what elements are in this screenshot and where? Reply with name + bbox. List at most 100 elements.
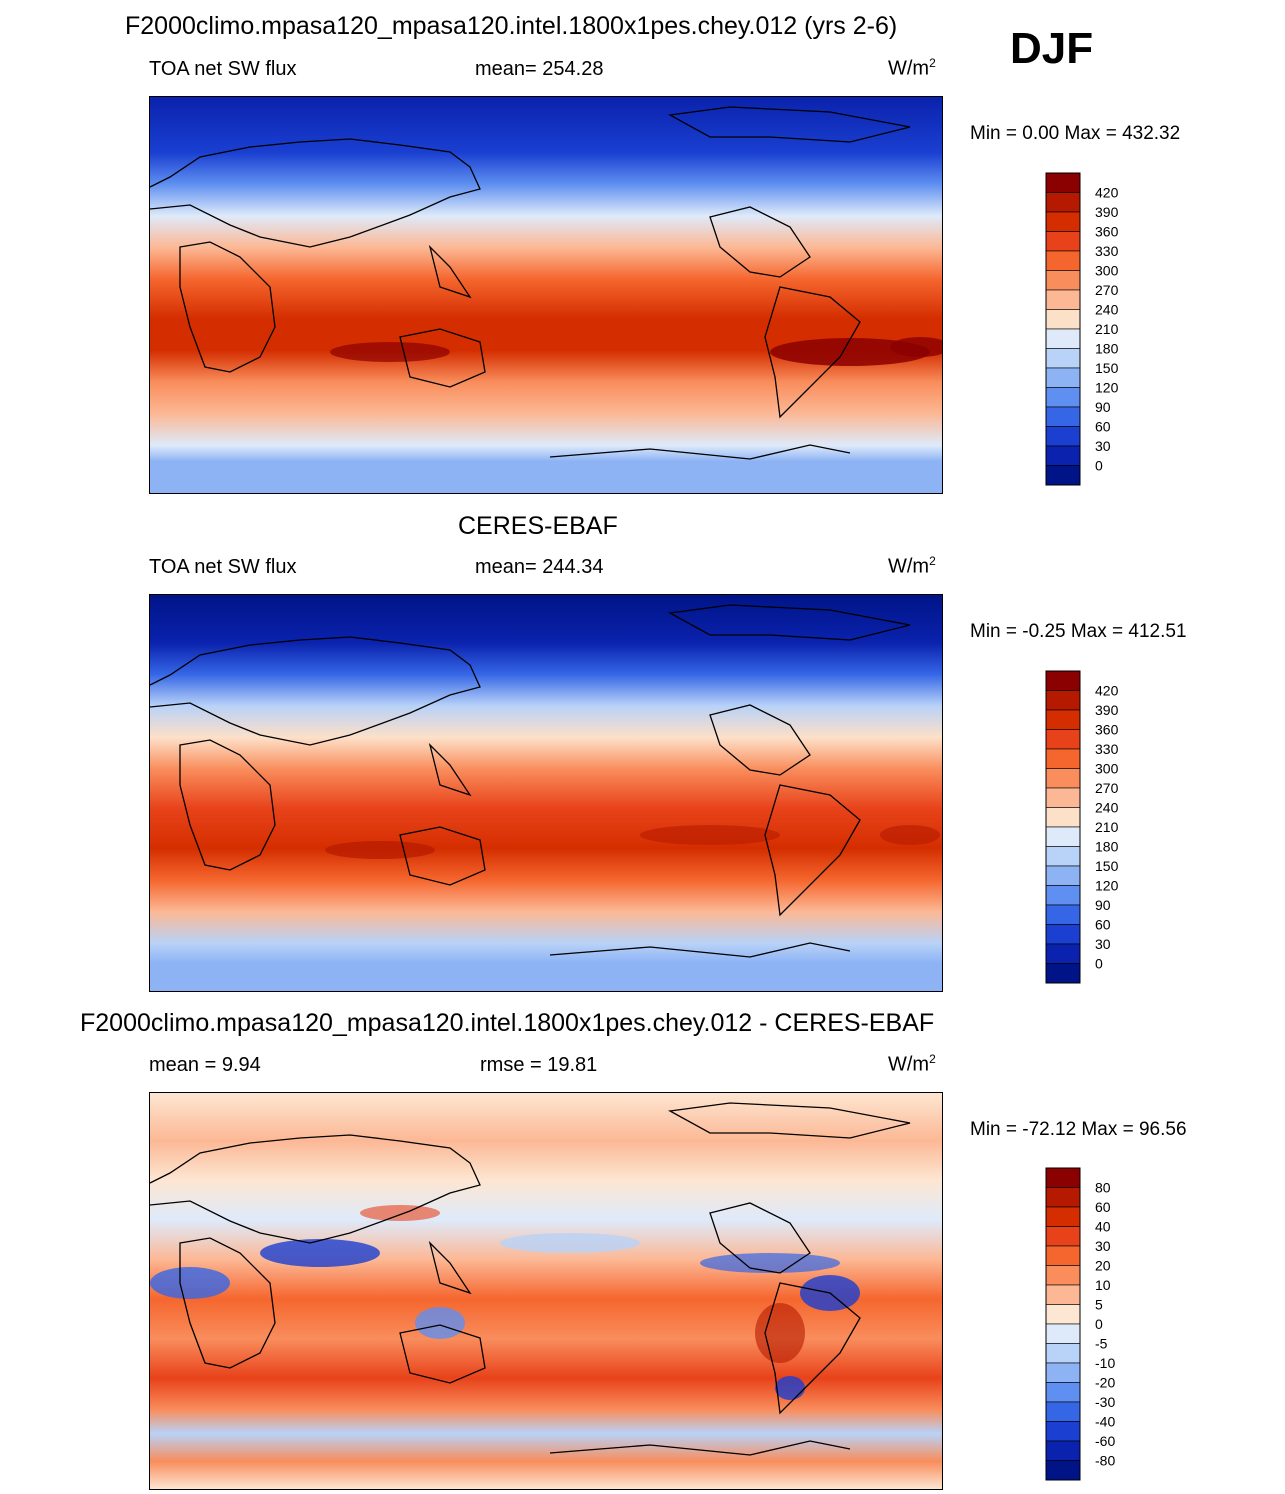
season-label: DJF (1010, 24, 1094, 73)
panel-1-title: F2000climo.mpasa120_mpasa120.intel.1800x… (125, 12, 898, 40)
colorbar-tick-label: 120 (1095, 380, 1119, 396)
colorbar-tick-label: 20 (1095, 1258, 1111, 1274)
colorbar-swatch (1045, 406, 1081, 427)
colorbar-swatch (1045, 1226, 1081, 1247)
colorbar-tick-label: 270 (1095, 780, 1119, 796)
panel-3-units: W/m2 (888, 1052, 936, 1076)
colorbar-swatch (1045, 1382, 1081, 1403)
colorbar-swatch (1045, 846, 1081, 867)
colorbar-tick-label: 5 (1095, 1297, 1103, 1313)
colorbar-swatch (1045, 807, 1081, 828)
colorbar-tick-label: 80 (1095, 1180, 1111, 1196)
colorbar-swatch (1045, 924, 1081, 945)
colorbar-tick-label: 240 (1095, 302, 1119, 318)
colorbar-swatch (1045, 367, 1081, 388)
panel-3-coastlines (150, 1102, 911, 1456)
colorbar-swatch (1045, 943, 1081, 964)
colorbar-tick-label: 30 (1095, 1238, 1111, 1254)
panel-1-variable-label: TOA net SW flux (149, 58, 297, 80)
colorbar-swatch (1045, 465, 1081, 486)
colorbar-tick-label: 0 (1095, 1316, 1103, 1332)
colorbar-swatch (1045, 1421, 1081, 1442)
colorbar-tick-label: 30 (1095, 438, 1111, 454)
colorbar-tick-label: 360 (1095, 224, 1119, 240)
colorbar-swatch (1045, 309, 1081, 330)
colorbar-tick-label: 90 (1095, 897, 1111, 913)
colorbar-tick-label: 330 (1095, 741, 1119, 757)
colorbar-swatch (1045, 1460, 1081, 1481)
colorbar-swatch (1045, 826, 1081, 847)
panel-2-variable-label: TOA net SW flux (149, 556, 297, 578)
colorbar-tick-label: 150 (1095, 858, 1119, 874)
colorbar-tick-label: 390 (1095, 204, 1119, 220)
panel-2-units: W/m2 (888, 554, 936, 578)
colorbar-tick-label: 270 (1095, 282, 1119, 298)
colorbar-swatch (1045, 963, 1081, 984)
panel-3-minmax: Min = -72.12 Max = 96.56 (970, 1119, 1187, 1140)
colorbar-swatch (1045, 1167, 1081, 1188)
colorbar-tick-label: -10 (1095, 1355, 1115, 1371)
colorbar-swatch (1045, 328, 1081, 349)
panel-2-coastlines (150, 604, 911, 958)
colorbar-tick-label: 60 (1095, 419, 1111, 435)
colorbar-tick-label: 30 (1095, 936, 1111, 952)
colorbar-tick-label: 390 (1095, 702, 1119, 718)
colorbar-tick-label: 150 (1095, 360, 1119, 376)
colorbar-swatch (1045, 768, 1081, 789)
colorbar-tick-label: 330 (1095, 243, 1119, 259)
colorbar-swatch (1045, 387, 1081, 408)
colorbar-swatch (1045, 670, 1081, 691)
colorbar-tick-label: 240 (1095, 800, 1119, 816)
panel-1-map (149, 96, 943, 494)
colorbar-tick-label: 180 (1095, 839, 1119, 855)
colorbar-tick-label: 420 (1095, 185, 1119, 201)
colorbar-swatch (1045, 1284, 1081, 1305)
colorbar-swatch (1045, 1206, 1081, 1227)
colorbar-swatch (1045, 1343, 1081, 1364)
colorbar-swatch (1045, 231, 1081, 252)
colorbar-tick-label: 60 (1095, 1199, 1111, 1215)
colorbar-swatch (1045, 348, 1081, 369)
colorbar-swatch (1045, 426, 1081, 447)
colorbar-tick-label: -20 (1095, 1375, 1115, 1391)
colorbar-swatch (1045, 787, 1081, 808)
colorbar-swatch (1045, 709, 1081, 730)
colorbar-tick-label: -60 (1095, 1433, 1115, 1449)
panel-1-coastlines (150, 106, 911, 460)
colorbar-tick-label: -5 (1095, 1336, 1108, 1352)
panel-3-title: F2000climo.mpasa120_mpasa120.intel.1800x… (80, 1009, 935, 1037)
panel-1-units: W/m2 (888, 56, 936, 80)
colorbar-tick-label: 60 (1095, 917, 1111, 933)
colorbar-swatch (1045, 1440, 1081, 1461)
colorbar-swatch (1045, 1362, 1081, 1383)
panel-1-mean-label: mean= 254.28 (475, 58, 604, 80)
panel-3-mean-label: mean = 9.94 (149, 1054, 261, 1076)
colorbar-tick-label: 180 (1095, 341, 1119, 357)
colorbar-swatch (1045, 865, 1081, 886)
colorbar-swatch (1045, 748, 1081, 769)
colorbar-tick-label: 420 (1095, 683, 1119, 699)
colorbar-swatch (1045, 729, 1081, 750)
colorbar-swatch (1045, 250, 1081, 271)
panel-3-map (149, 1092, 943, 1490)
colorbar-swatch (1045, 690, 1081, 711)
colorbar-tick-label: 120 (1095, 878, 1119, 894)
panel-1-field (150, 97, 942, 493)
colorbar-swatch (1045, 211, 1081, 232)
colorbar-swatch (1045, 904, 1081, 925)
panel-2-map (149, 594, 943, 992)
panel-3-rmse-label: rmse = 19.81 (480, 1054, 598, 1076)
colorbar-tick-label: 0 (1095, 956, 1103, 972)
panel-1-minmax: Min = 0.00 Max = 432.32 (970, 123, 1181, 144)
colorbar-swatch (1045, 1245, 1081, 1266)
colorbar-tick-label: -80 (1095, 1453, 1115, 1469)
panel-2-colorbar: 420 390 360 330 300 270 240 210 180 150 120 90 60 30 0 (1045, 670, 1119, 984)
colorbar-swatch (1045, 192, 1081, 213)
colorbar-tick-label: -30 (1095, 1394, 1115, 1410)
colorbar-tick-label: 10 (1095, 1277, 1111, 1293)
colorbar-tick-label: 90 (1095, 399, 1111, 415)
colorbar-swatch (1045, 1401, 1081, 1422)
colorbar-swatch (1045, 270, 1081, 291)
colorbar-tick-label: 0 (1095, 458, 1103, 474)
panel-2-minmax: Min = -0.25 Max = 412.51 (970, 621, 1187, 642)
